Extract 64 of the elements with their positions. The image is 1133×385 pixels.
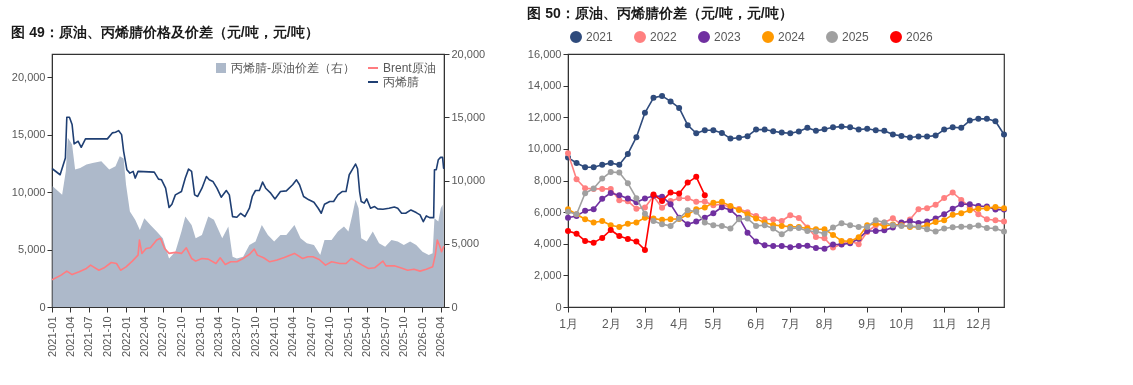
x-tick-label: 2024-07 bbox=[304, 316, 317, 357]
legend-label: 2023 bbox=[714, 30, 742, 44]
y-tick-label: 15,000 bbox=[11, 128, 46, 140]
legend-label: 2024 bbox=[778, 30, 806, 44]
x-tick-label: 10月 bbox=[889, 316, 915, 331]
y2-tick-label: 10,000 bbox=[451, 174, 486, 186]
x-tick-label: 2025-07 bbox=[378, 316, 391, 357]
legend-label: 2026 bbox=[906, 30, 934, 44]
y-tick-label: 12,000 bbox=[527, 110, 562, 123]
y-tick-label: 10,000 bbox=[11, 185, 46, 198]
x-tick-label: 2021-07 bbox=[82, 316, 95, 357]
y-tick-label: 5,000 bbox=[17, 243, 46, 255]
x-tick-label: 2023-01 bbox=[193, 316, 206, 357]
x-tick-label: 9月 bbox=[858, 316, 878, 331]
legend-label: 2022 bbox=[650, 30, 678, 44]
x-tick-label: 2月 bbox=[601, 316, 621, 331]
x-tick-label: 2026-01 bbox=[415, 316, 428, 357]
legend-label: 2021 bbox=[586, 30, 614, 44]
x-tick-label: 4月 bbox=[670, 316, 689, 331]
y-tick-label: 0 bbox=[555, 300, 562, 313]
y-tick-label: 16,000 bbox=[527, 47, 562, 60]
x-tick-label: 12月 bbox=[966, 316, 992, 331]
y2-tick-label: 0 bbox=[451, 300, 458, 313]
x-tick-label: 2024-01 bbox=[267, 316, 280, 357]
y-tick-label: 2,000 bbox=[533, 268, 562, 281]
x-tick-label: 2022-10 bbox=[174, 316, 187, 357]
legend-label: Brent原油 bbox=[383, 61, 436, 75]
x-tick-label: 2025-04 bbox=[360, 316, 373, 357]
x-tick-label: 11月 bbox=[932, 316, 957, 331]
y2-tick-label: 15,000 bbox=[451, 110, 486, 123]
x-tick-label: 2023-07 bbox=[230, 316, 243, 357]
x-tick-label: 5月 bbox=[704, 316, 724, 331]
x-tick-label: 7月 bbox=[781, 316, 801, 331]
y-tick-label: 6,000 bbox=[533, 205, 562, 218]
y-tick-label: 0 bbox=[39, 300, 46, 313]
x-tick-label: 2023-04 bbox=[211, 316, 224, 357]
chart-title: 图 49：原油、丙烯腈价格及价差（元/吨，元/吨） bbox=[11, 24, 319, 40]
x-tick-label: 8月 bbox=[815, 316, 835, 331]
y-tick-label: 8,000 bbox=[533, 174, 562, 186]
x-tick-label: 2023-10 bbox=[249, 316, 262, 357]
x-tick-label: 2024-04 bbox=[286, 316, 299, 357]
legend-label: 丙烯腈-原油价差（右） bbox=[231, 61, 355, 75]
chart-title: 图 50：原油、丙烯腈价差（元/吨，元/吨） bbox=[527, 5, 793, 21]
y-tick-label: 20,000 bbox=[11, 70, 46, 83]
x-tick-label: 1月 bbox=[559, 316, 578, 331]
legend-label: 2025 bbox=[842, 30, 870, 44]
x-tick-label: 2026-04 bbox=[434, 316, 447, 357]
x-tick-label: 2025-01 bbox=[341, 316, 354, 357]
x-tick-label: 2022-07 bbox=[156, 316, 169, 357]
x-tick-label: 6月 bbox=[747, 316, 766, 331]
x-tick-label: 2022-01 bbox=[119, 316, 132, 357]
x-tick-label: 2021-10 bbox=[100, 316, 113, 357]
y-tick-label: 4,000 bbox=[533, 237, 562, 250]
y2-tick-label: 20,000 bbox=[451, 47, 486, 60]
y-tick-label: 10,000 bbox=[527, 142, 562, 155]
y2-tick-label: 5,000 bbox=[451, 237, 480, 250]
x-tick-label: 2021-01 bbox=[45, 316, 58, 357]
x-tick-label: 2024-10 bbox=[323, 316, 336, 357]
x-tick-label: 3月 bbox=[636, 316, 655, 331]
legend-label: 丙烯腈 bbox=[383, 75, 419, 89]
x-tick-label: 2022-04 bbox=[137, 316, 150, 357]
x-tick-label: 2021-04 bbox=[63, 316, 76, 357]
x-tick-label: 2025-10 bbox=[397, 316, 410, 357]
y-tick-label: 14,000 bbox=[527, 79, 562, 92]
